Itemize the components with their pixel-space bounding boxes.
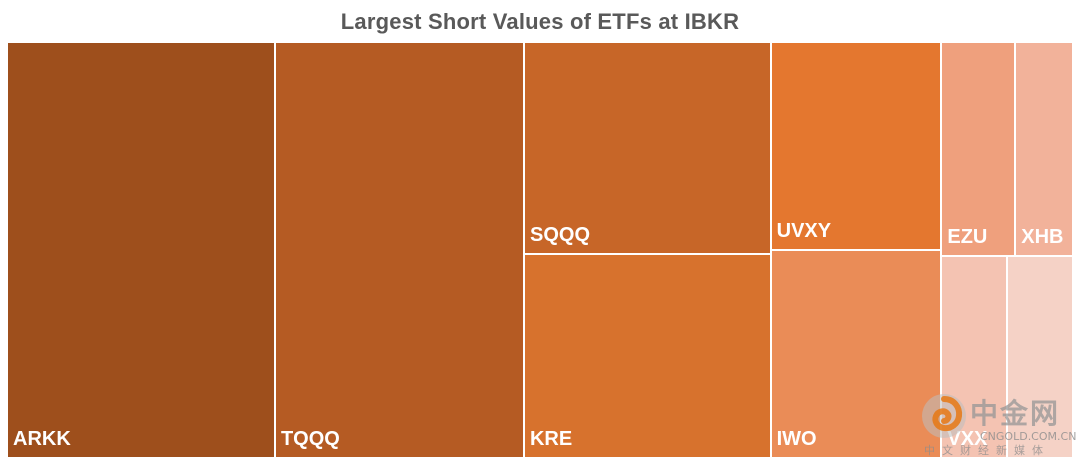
tile-label: XHB (1021, 225, 1064, 248)
treemap-tile: TQQQ (274, 42, 524, 458)
treemap-tile: XHB (1015, 42, 1073, 256)
treemap-tile: IWO (770, 250, 942, 458)
tile-label: ARKK (13, 428, 71, 450)
watermark-url: CNGOLD.COM.CN (980, 430, 1077, 443)
tile-label: SQQQ (529, 224, 590, 246)
watermark: 中金网 CNGOLD.COM.CN 中文财经新媒体 (918, 390, 1078, 462)
treemap: ARKK TQQQ SQQQ KRE UVXY IWO EZU XHB VXX (7, 42, 1073, 458)
treemap-tile: SQQQ (523, 42, 771, 254)
watermark-subtitle: 中文财经新媒体 (924, 444, 1050, 457)
watermark-brand: 中金网 (970, 397, 1061, 430)
treemap-tile: ARKK (7, 42, 275, 458)
treemap-tile: UVXY (770, 42, 942, 250)
tile-label: EZU (947, 225, 988, 248)
tile-label: KRE (529, 428, 573, 450)
tile-label: UVXY (776, 220, 832, 242)
cngold-logo-icon (922, 394, 966, 438)
tile-label: TQQQ (280, 428, 340, 450)
tile-label: IWO (776, 428, 817, 450)
treemap-tile (1007, 255, 1073, 458)
treemap-tile: KRE (523, 254, 771, 458)
tile-label: VXX (947, 427, 988, 450)
chart-title: Largest Short Values of ETFs at IBKR (340, 9, 740, 34)
treemap-tile: EZU (941, 42, 1016, 256)
